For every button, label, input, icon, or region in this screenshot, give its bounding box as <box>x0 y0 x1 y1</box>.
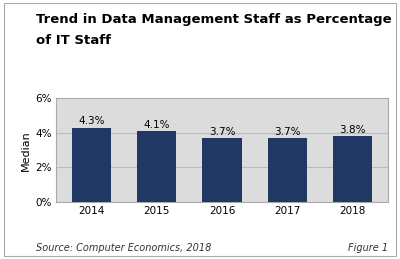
Bar <box>137 131 176 202</box>
Text: 3.7%: 3.7% <box>274 127 300 137</box>
Text: Source: Computer Economics, 2018: Source: Computer Economics, 2018 <box>36 242 211 253</box>
Text: 3.8%: 3.8% <box>339 125 366 135</box>
Text: of IT Staff: of IT Staff <box>36 34 111 47</box>
Text: 4.1%: 4.1% <box>144 120 170 130</box>
Bar <box>202 138 242 202</box>
Text: 3.7%: 3.7% <box>209 127 235 137</box>
Bar <box>72 128 111 202</box>
Text: Figure 1: Figure 1 <box>348 242 388 253</box>
Y-axis label: Median: Median <box>21 130 31 171</box>
Bar <box>333 136 372 202</box>
Bar <box>268 138 307 202</box>
Text: 4.3%: 4.3% <box>78 116 105 126</box>
Text: Trend in Data Management Staff as Percentage: Trend in Data Management Staff as Percen… <box>36 13 392 26</box>
